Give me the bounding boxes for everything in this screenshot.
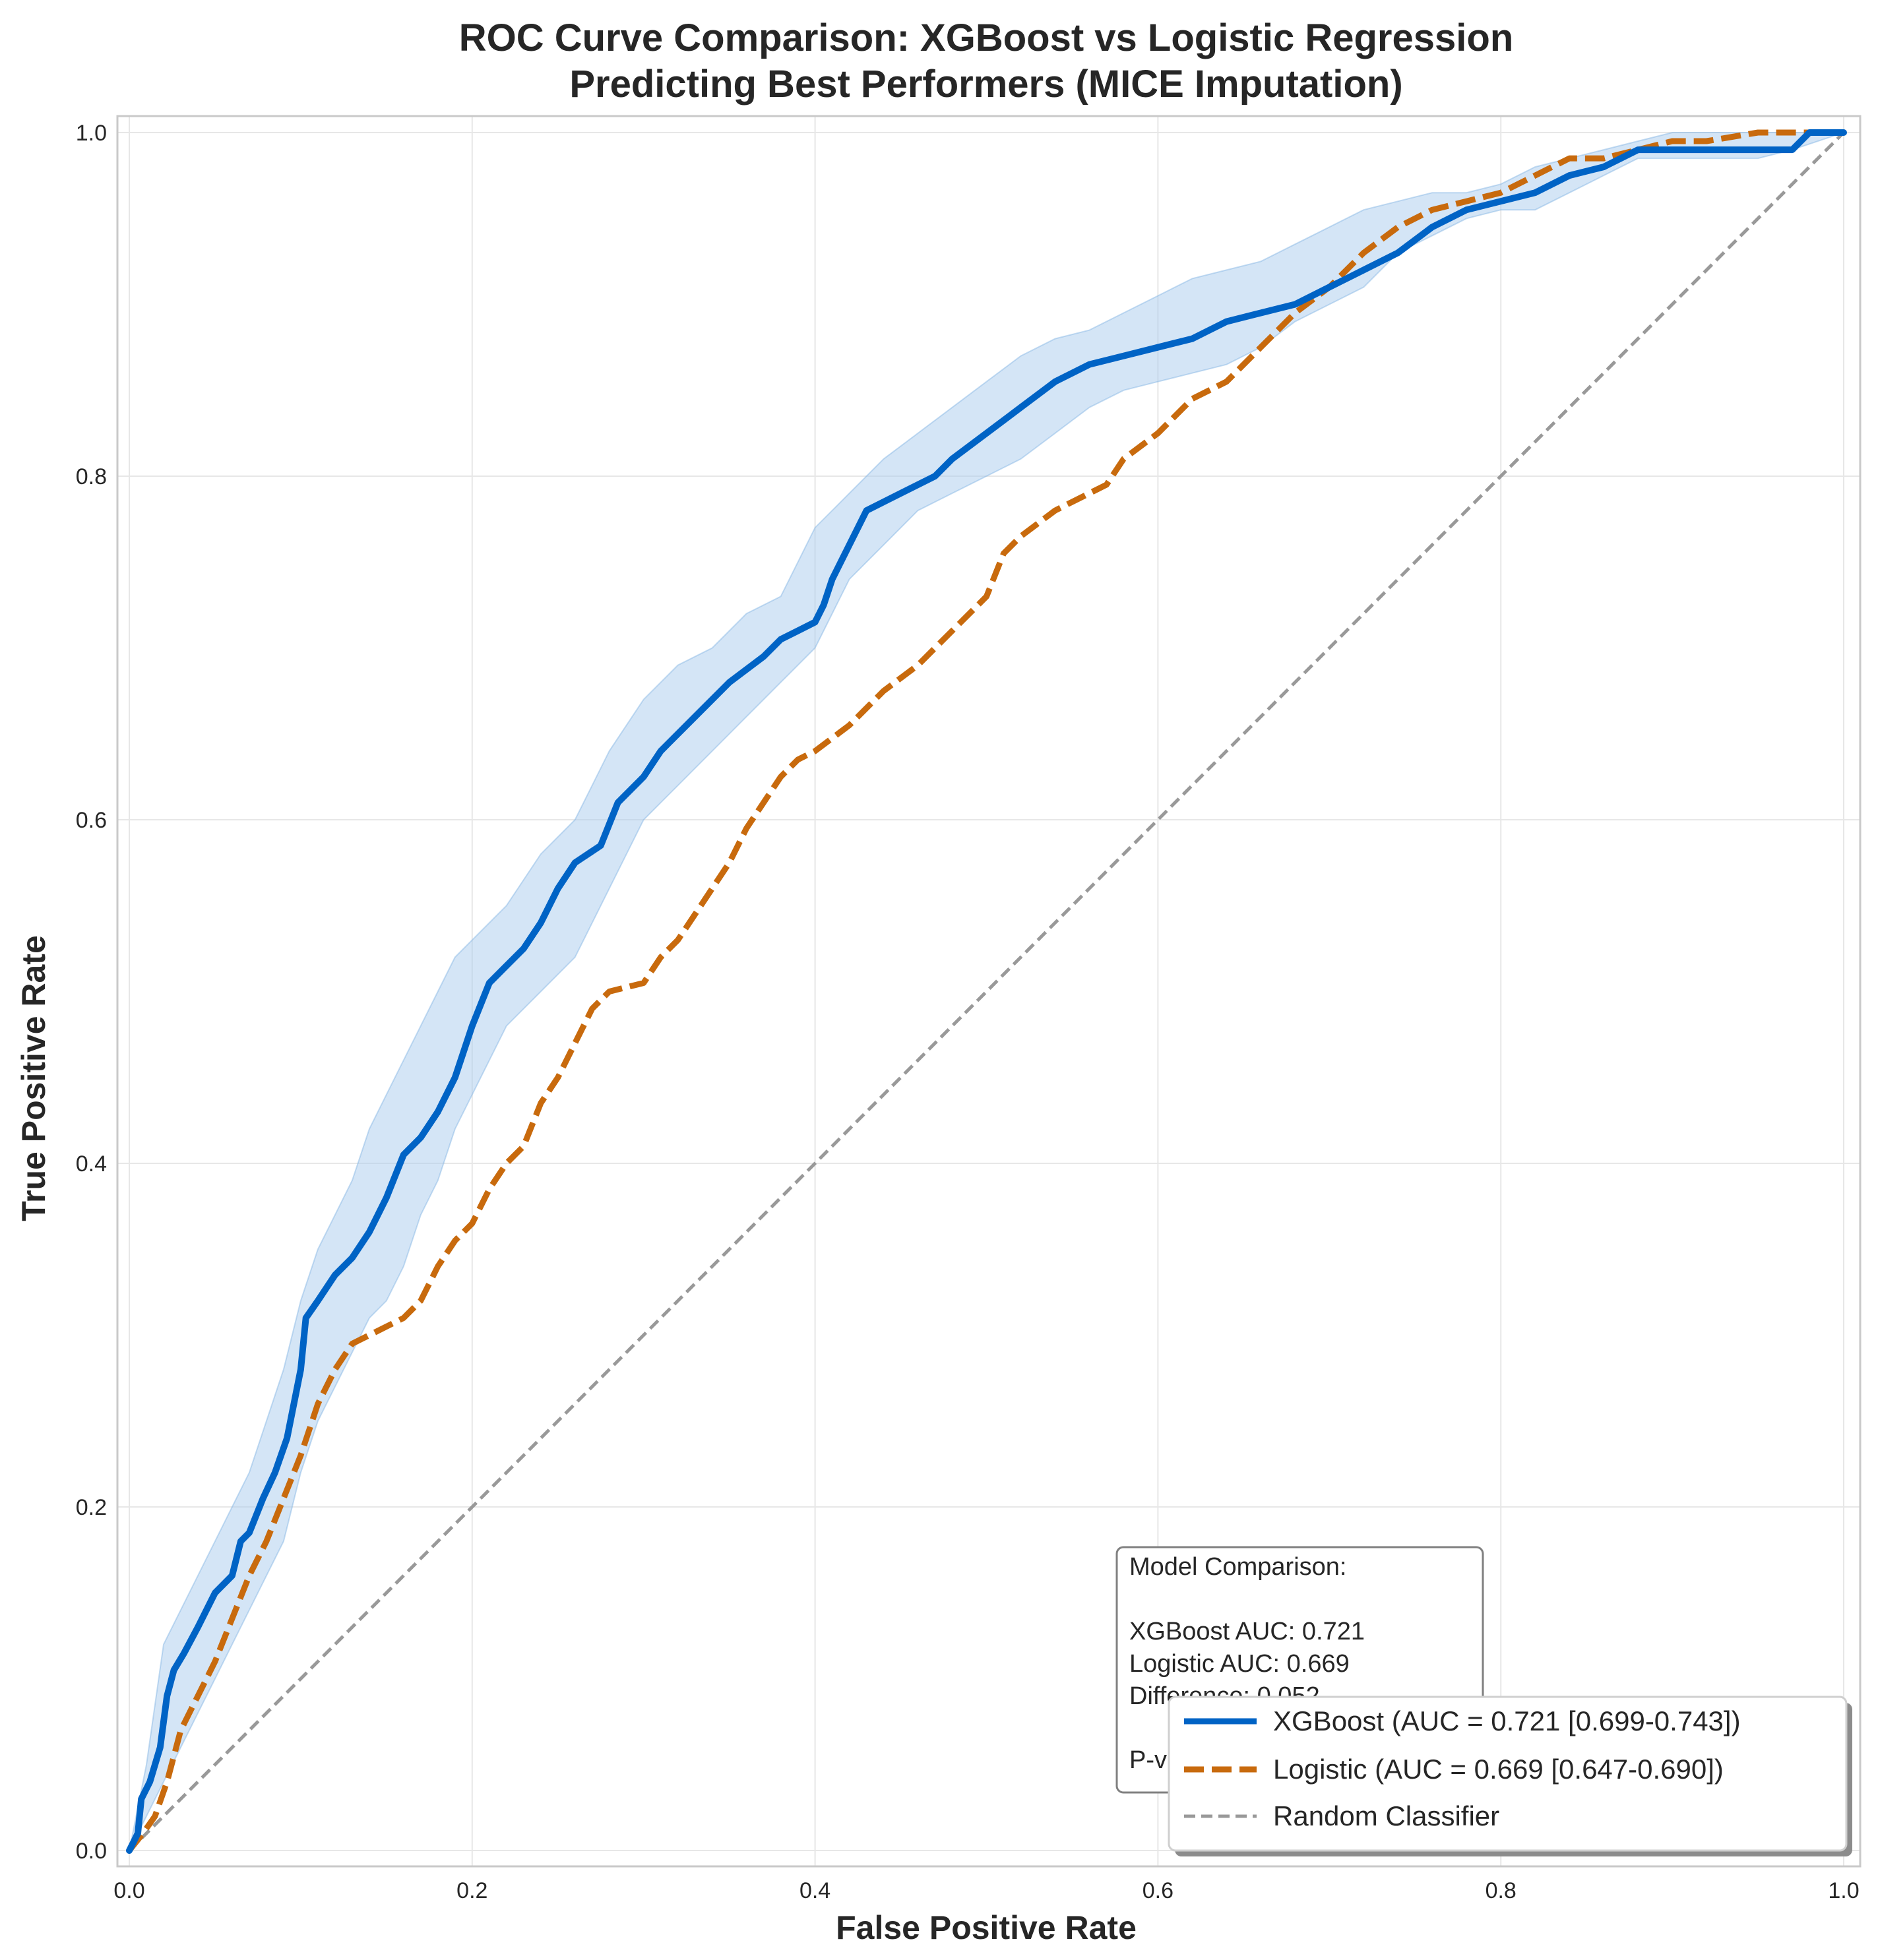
y-tick-label-5: 1.0 [76, 121, 107, 146]
x-tick-label-2: 0.4 [799, 1878, 830, 1903]
stats-line-3: XGBoost AUC: 0.721 [1129, 1618, 1365, 1645]
y-tick-label-4: 0.8 [76, 464, 107, 489]
y-tick-label-3: 0.6 [76, 808, 107, 833]
x-tick-label-5: 1.0 [1828, 1878, 1859, 1903]
chart-title-line-1: ROC Curve Comparison: XGBoost vs Logisti… [459, 16, 1514, 59]
x-tick-label-3: 0.6 [1142, 1878, 1174, 1903]
y-tick-label-0: 0.0 [76, 1839, 107, 1864]
stats-line-4: Logistic AUC: 0.669 [1129, 1650, 1350, 1678]
grid [117, 116, 1860, 1866]
x-tick-label-0: 0.0 [113, 1878, 144, 1903]
x-axis-label: False Positive Rate [836, 1909, 1137, 1946]
plot-frame-layer [116, 115, 1862, 1868]
x-tick-label-1: 0.2 [456, 1878, 487, 1903]
y-tick-label-2: 0.4 [76, 1151, 107, 1177]
legend-label-logistic: Logistic (AUC = 0.669 [0.647-0.690]) [1273, 1754, 1724, 1785]
legend-frame [1168, 1696, 1848, 1852]
x-tick-label-4: 0.8 [1486, 1878, 1517, 1903]
random-classifier-line [128, 131, 1845, 1852]
stats-line-1: Model Comparison: [1129, 1553, 1346, 1581]
chart-title-line-2: Predicting Best Performers (MICE Imputat… [569, 63, 1402, 106]
tick-labels: 0.0 0.2 0.4 0.6 0.8 1.0 0.0 0.2 0.4 0.6 0.8 1.0 [76, 121, 1860, 1903]
y-tick-label-1: 0.2 [76, 1495, 107, 1520]
y-axis-label: True Positive Rate [15, 935, 52, 1221]
series-layer [126, 129, 1847, 1854]
legend-label-random: Random Classifier [1273, 1800, 1499, 1831]
legend-label-xgboost: XGBoost (AUC = 0.721 [0.699-0.743]) [1273, 1705, 1741, 1736]
logistic-roc-line [127, 129, 1844, 1853]
plot-frame [116, 115, 1862, 1868]
legend: XGBoost (AUC = 0.721 [0.699-0.743]) Logi… [1168, 1696, 1852, 1856]
xgboost-roc-line [126, 129, 1847, 1854]
